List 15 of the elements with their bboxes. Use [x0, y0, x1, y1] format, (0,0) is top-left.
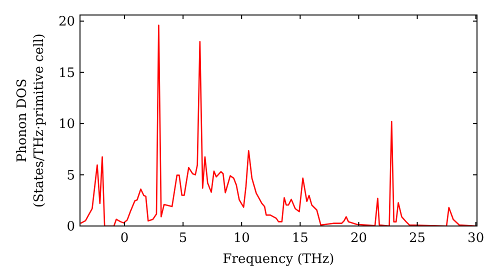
x-tick-label: 15	[292, 231, 308, 246]
y-tick-label: 5	[66, 168, 75, 184]
y-axis-title: Phonon DOS (States/THz·primitive cell)	[15, 33, 47, 208]
x-axis-title: Frequency (THz)	[222, 252, 334, 267]
y-tick-label: 15	[58, 66, 75, 81]
y-tick-label: 20	[58, 14, 75, 30]
x-tick-label: 5	[178, 231, 188, 246]
x-tick-label: 20	[350, 231, 367, 246]
x-tick-label: 0	[120, 231, 129, 246]
y-tick-label: 0	[66, 220, 75, 235]
x-tick-label: 30	[468, 231, 484, 246]
x-tick-label: 25	[409, 231, 426, 246]
y-tick-label: 10	[58, 117, 75, 132]
line-series	[80, 24, 477, 226]
x-tick-label: 10	[233, 231, 250, 246]
